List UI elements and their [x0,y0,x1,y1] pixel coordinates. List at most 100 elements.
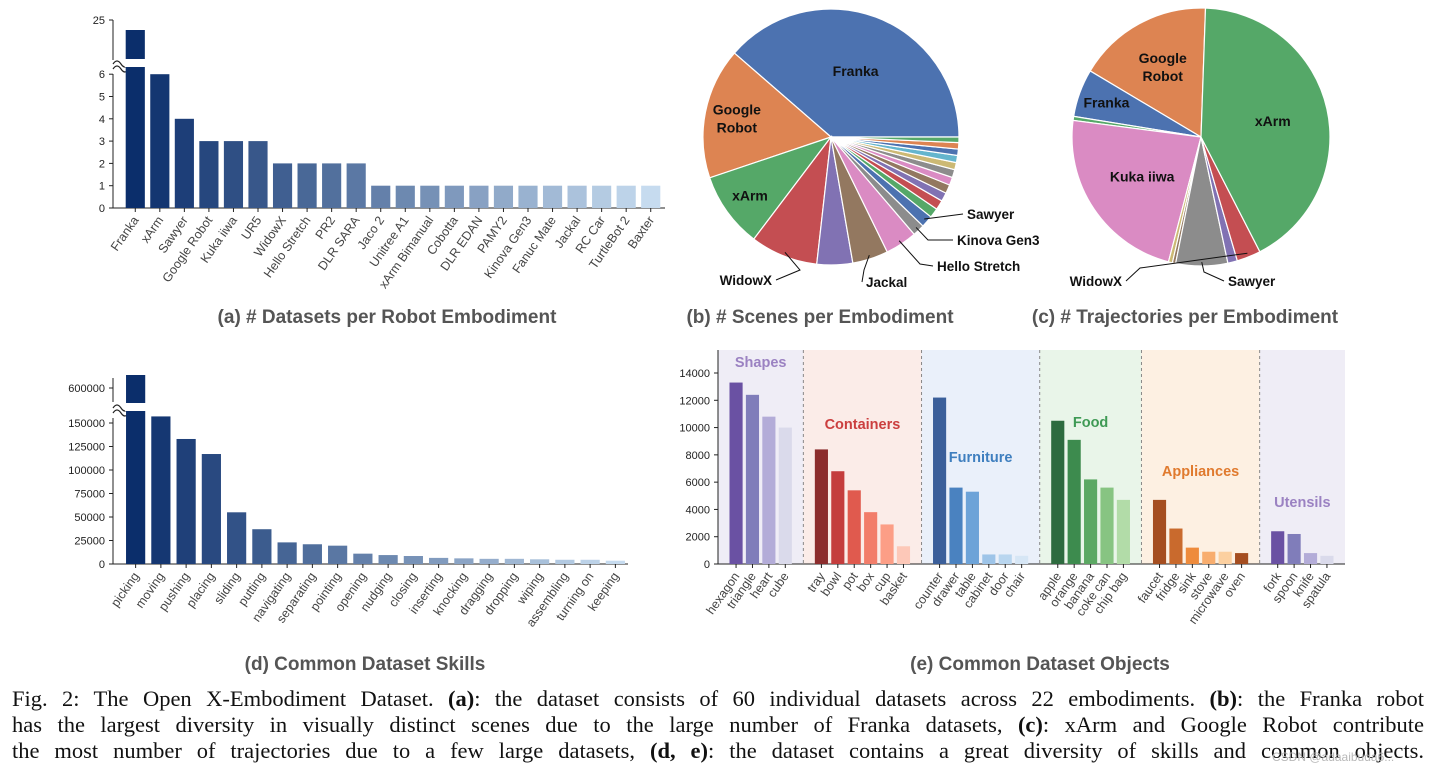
pie-label: xArm [1255,113,1291,129]
y-tick-label: 1 [99,181,105,193]
bar [933,397,947,564]
bar [1202,551,1216,564]
bar-break-gap [125,403,147,411]
bar [150,74,170,208]
bar [1271,531,1285,564]
bar [864,512,878,564]
bar [302,544,322,564]
y-tick-label: 10000 [679,423,710,435]
pie-slice [733,8,960,138]
group-background [1259,350,1345,564]
pie-slice [830,136,960,144]
bar [403,556,423,564]
bar [896,546,911,564]
bar [1287,533,1301,564]
chart-b: Franka Google Robot xArm WidowX Jackal Hello S… [686,8,1040,328]
group-label: Food [1073,415,1108,431]
y-tick-label: 100000 [68,465,105,477]
figure-canvas: 0 1 2 3 4 5 6 25 Franka xArm Sawyer Google Robot Kuk… [68,7,1345,675]
group-label: Shapes [735,355,787,371]
bar [248,141,268,208]
bar [1067,439,1081,564]
pie-slice [1200,7,1331,253]
bar [1218,551,1232,564]
pie-leader [861,254,870,283]
group-label: Containers [825,417,901,433]
pie-label: Kuka iiwa [1110,169,1175,185]
bar [1084,479,1098,564]
caption-segment: : the dataset consists of 60 individual … [474,686,1210,711]
pie-label: Franka [1083,95,1129,111]
bar [542,185,563,208]
chart-c: Google Robot Franka Kuka iiwa xArm Sawyer Wido… [1032,7,1339,328]
bar [420,185,440,208]
pie-label: Hello Stretch [937,259,1020,274]
caption-segment: Fig. 2: The Open X-Embodiment Dataset. [12,686,448,711]
pie-slice [1089,7,1207,139]
chart-title: (e) Common Dataset Objects [910,654,1170,675]
y-tick-label: 75000 [74,489,105,501]
bar [328,545,348,564]
chart-title: (a) # Datasets per Robot Embodiment [218,307,558,328]
pie-label: WidowX [720,273,772,288]
bar [745,394,760,564]
bar [125,30,145,208]
bar [641,185,661,208]
bar [151,416,171,564]
bar [1185,547,1199,564]
y-tick-label: 600000 [68,383,105,395]
caption-segment: has the largest diversity in visually di… [12,712,1018,737]
bar [176,438,196,564]
y-tick-label: 0 [704,559,710,571]
figure-caption: Fig. 2: The Open X-Embodiment Dataset. (… [12,686,1424,764]
bar [580,559,600,564]
pie-label: Franka [833,63,879,79]
bar [1303,553,1318,564]
y-tick-label: 25 [93,15,105,27]
y-tick-label: 14000 [679,368,710,380]
y-tick-label: 25000 [74,536,105,548]
bar [353,553,373,564]
bar [201,454,221,564]
y-tick-label: 2 [99,158,105,170]
bar [174,118,194,208]
watermark: CSDN @adaaibuda6... [1272,750,1395,764]
bar [297,163,317,208]
pie-leader [775,251,801,281]
bar [982,554,996,564]
y-tick-label: 2000 [686,532,710,544]
bar [272,163,293,208]
bar [762,416,776,564]
caption-line-3: the most number of trajectories due to a… [12,738,1424,764]
y-tick-label: 50000 [74,512,105,524]
y-tick-label: 8000 [686,450,710,462]
bar-break-gap [124,59,146,67]
pie-leader [1125,252,1248,282]
bar [605,560,625,564]
bar [814,449,828,564]
caption-segment: (b) [1209,686,1238,711]
bar [1116,499,1130,564]
pie-label: Sawyer [1228,274,1276,289]
bar [227,512,247,564]
pie-label: WidowX [1070,274,1122,289]
caption-segment: the most number of trajectories due to a… [12,738,650,763]
y-tick-label: 6000 [686,477,710,489]
group-label: Utensils [1274,495,1330,511]
bar [1169,528,1183,564]
bar [847,490,861,564]
bar [555,559,575,564]
x-tick-label: Franka [108,214,142,254]
bar [371,185,391,208]
bar [223,141,244,208]
bar [126,375,146,564]
bar [567,185,587,208]
caption-segment: : xArm and Google Robot contribute [1042,712,1424,737]
pie-leader [898,240,934,267]
bar [998,554,1012,564]
bar [199,141,219,208]
y-tick-label: 4000 [686,504,710,516]
pie-slice [702,52,833,179]
bar [778,427,792,564]
pie-label: xArm [732,187,768,203]
